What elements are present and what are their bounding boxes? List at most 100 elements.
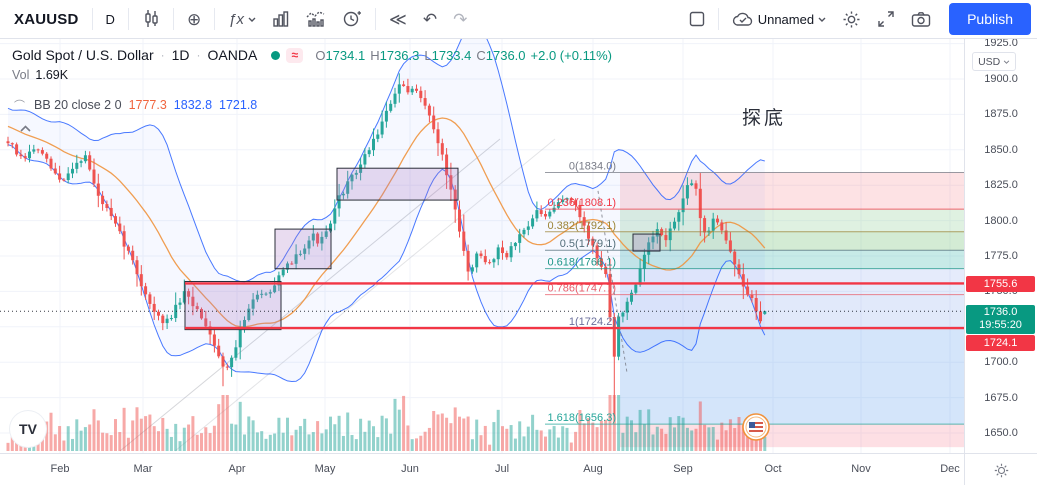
currency-selector[interactable]: USD	[972, 52, 1017, 71]
indicator-collapse-icon[interactable]: ⌒	[14, 100, 25, 112]
time-axis-label[interactable]: Nov	[851, 463, 871, 475]
toolbar-separator	[172, 8, 174, 30]
layout-square-icon	[689, 11, 704, 27]
bar-replay-button[interactable]: ≪	[381, 5, 415, 33]
toolbar-separator	[214, 8, 216, 30]
drawn-rectangle[interactable]	[274, 228, 332, 270]
drawn-rectangle[interactable]	[632, 233, 661, 252]
interval-button[interactable]: D	[105, 11, 115, 27]
compare-button[interactable]: ⊕	[179, 5, 209, 33]
cloud-saved-icon	[732, 12, 752, 26]
price-tick-label: 1675.0	[984, 391, 1018, 404]
drawn-rectangle[interactable]	[336, 167, 459, 201]
chart-text-annotation[interactable]: 探底	[742, 108, 787, 129]
price-axis[interactable]: 1650.01675.01700.01750.01775.01800.01825…	[964, 39, 1037, 453]
time-axis-label[interactable]: Mar	[133, 463, 153, 475]
toolbar-separator	[375, 8, 377, 30]
fib-level-label: 0(1834.0)	[569, 160, 616, 172]
time-axis-label[interactable]: Feb	[50, 463, 70, 475]
volume-legend-row[interactable]: Vol 1.69K	[12, 68, 69, 82]
price-tick-label: 1850.0	[984, 143, 1018, 156]
plus-circle-icon: ⊕	[186, 9, 202, 29]
rectangles-layer	[184, 167, 661, 331]
approx-price-icon[interactable]: ≈	[286, 47, 304, 63]
time-axis-label[interactable]: Dec	[940, 463, 960, 475]
bb-title: BB 20 close 2 0	[34, 98, 122, 112]
time-axis-label[interactable]: Apr	[228, 463, 246, 475]
curve-bars-icon	[306, 11, 325, 27]
grid-layer	[0, 39, 965, 453]
price-tick-label: 1700.0	[984, 356, 1018, 369]
time-axis-strip[interactable]: Feb Mar Apr May Jun Jul Aug Sep Oct Nov Dec	[0, 454, 964, 485]
time-axis[interactable]: Feb Mar Apr May Jun Jul Aug Sep Oct Nov Dec	[0, 453, 1037, 485]
volume-value: 1.69K	[35, 68, 69, 82]
bb-legend-row[interactable]: ⌒ BB 20 close 2 0 1777.3 1832.8 1721.8	[14, 97, 257, 113]
candlestick-icon	[145, 10, 158, 27]
fib-level-label: 0.382(1792.1)	[548, 220, 617, 232]
axis-settings-button[interactable]	[964, 454, 1037, 485]
snapshot-button[interactable]	[903, 5, 939, 33]
fib-level-label: 0.5(1779.1)	[560, 238, 616, 250]
market-status-icon[interactable]	[271, 50, 281, 60]
fx-icon: ƒx	[228, 10, 245, 28]
indicator-templates-button[interactable]	[264, 5, 298, 33]
price-tick-label: 1650.0	[984, 427, 1018, 439]
layout-name-button[interactable]: Unnamed	[724, 5, 834, 33]
symbol-title: Gold Spot / U.S. Dollar	[12, 47, 154, 63]
toolbar-separator	[717, 8, 719, 30]
oanda-flag-watermark	[742, 413, 770, 441]
indicators-button[interactable]: ƒx	[220, 5, 264, 33]
fib-level-label: 0.786(1747.7)	[548, 283, 617, 295]
fib-level-label: 1(1724.2)	[569, 316, 616, 328]
drawn-rectangle[interactable]	[184, 280, 282, 331]
bb-lower-value: 1721.8	[219, 98, 258, 112]
fib-level-label: 0.618(1766.1)	[548, 257, 617, 269]
time-axis-label[interactable]: Sep	[673, 463, 693, 475]
time-axis-label[interactable]: May	[314, 463, 336, 475]
dashed-layer	[597, 190, 628, 373]
price-tick-label: 1875.0	[984, 108, 1018, 121]
time-axis-label[interactable]: Jul	[494, 463, 510, 475]
chart-settings-button[interactable]	[834, 5, 869, 33]
top-toolbar: XAUUSD D ⊕ ƒx	[0, 0, 1037, 39]
legend-separator: ·	[160, 48, 165, 62]
change-value: +2.0 (+0.11%)	[530, 47, 612, 63]
red-line-price-label: 1724.1	[966, 335, 1035, 351]
fib-levels-layer: 0(1834.0) 0.236(1808.1) 0.382(1792.1) 0.5(1…	[545, 160, 965, 425]
candle-style-button[interactable]	[134, 5, 168, 33]
price-tick-label: 1775.0	[984, 250, 1018, 262]
legend-collapse-button[interactable]	[14, 121, 36, 135]
time-axis-label[interactable]: Aug	[583, 463, 603, 475]
layout-grid-button[interactable]	[681, 5, 713, 33]
fullscreen-button[interactable]	[869, 5, 903, 33]
chevron-up-icon	[19, 124, 31, 132]
alert-button[interactable]	[334, 5, 370, 33]
layout-name-label: Unnamed	[757, 11, 815, 27]
price-tick-label: 1825.0	[984, 179, 1018, 192]
candlestick-chart-canvas[interactable]: 0(1834.0) 0.236(1808.1) 0.382(1792.1) 0.5(1…	[0, 39, 965, 453]
dashed-trendline[interactable]	[597, 190, 628, 373]
legend-interval: 1D	[171, 47, 190, 63]
chevron-down-icon	[1003, 59, 1010, 64]
red-line-price-label: 1755.6	[966, 276, 1035, 292]
undo-button[interactable]: ↶	[415, 5, 445, 33]
chart-pane[interactable]: 0(1834.0) 0.236(1808.1) 0.382(1792.1) 0.5(1…	[0, 39, 965, 453]
symbol-button[interactable]: XAUUSD	[14, 10, 79, 28]
price-tick-label: 1925.0	[984, 39, 1018, 49]
fib-level-label: 1.618(1656.3)	[548, 412, 617, 424]
red-lines-layer	[185, 282, 965, 330]
chart-pattern-button[interactable]	[298, 5, 334, 33]
bar-chart-icon	[273, 11, 289, 27]
publish-button[interactable]: Publish	[949, 3, 1031, 35]
symbol-legend-row[interactable]: Gold Spot / U.S. Dollar · 1D · OANDA ≈ O…	[12, 47, 617, 63]
tradingview-logo[interactable]: TV	[10, 411, 46, 447]
bb-basis-value: 1777.3	[128, 98, 167, 112]
time-axis-label[interactable]: Jun	[401, 463, 419, 475]
alarm-clock-plus-icon	[343, 11, 362, 27]
chart-main-row: 0(1834.0) 0.236(1808.1) 0.382(1792.1) 0.5(1…	[0, 39, 1037, 453]
redo-button[interactable]: ↷	[445, 5, 475, 33]
legend-exchange: OANDA	[207, 47, 258, 63]
current-price-label: 1736.0 19:55:20	[966, 305, 1035, 334]
time-axis-label[interactable]: Oct	[764, 463, 782, 475]
